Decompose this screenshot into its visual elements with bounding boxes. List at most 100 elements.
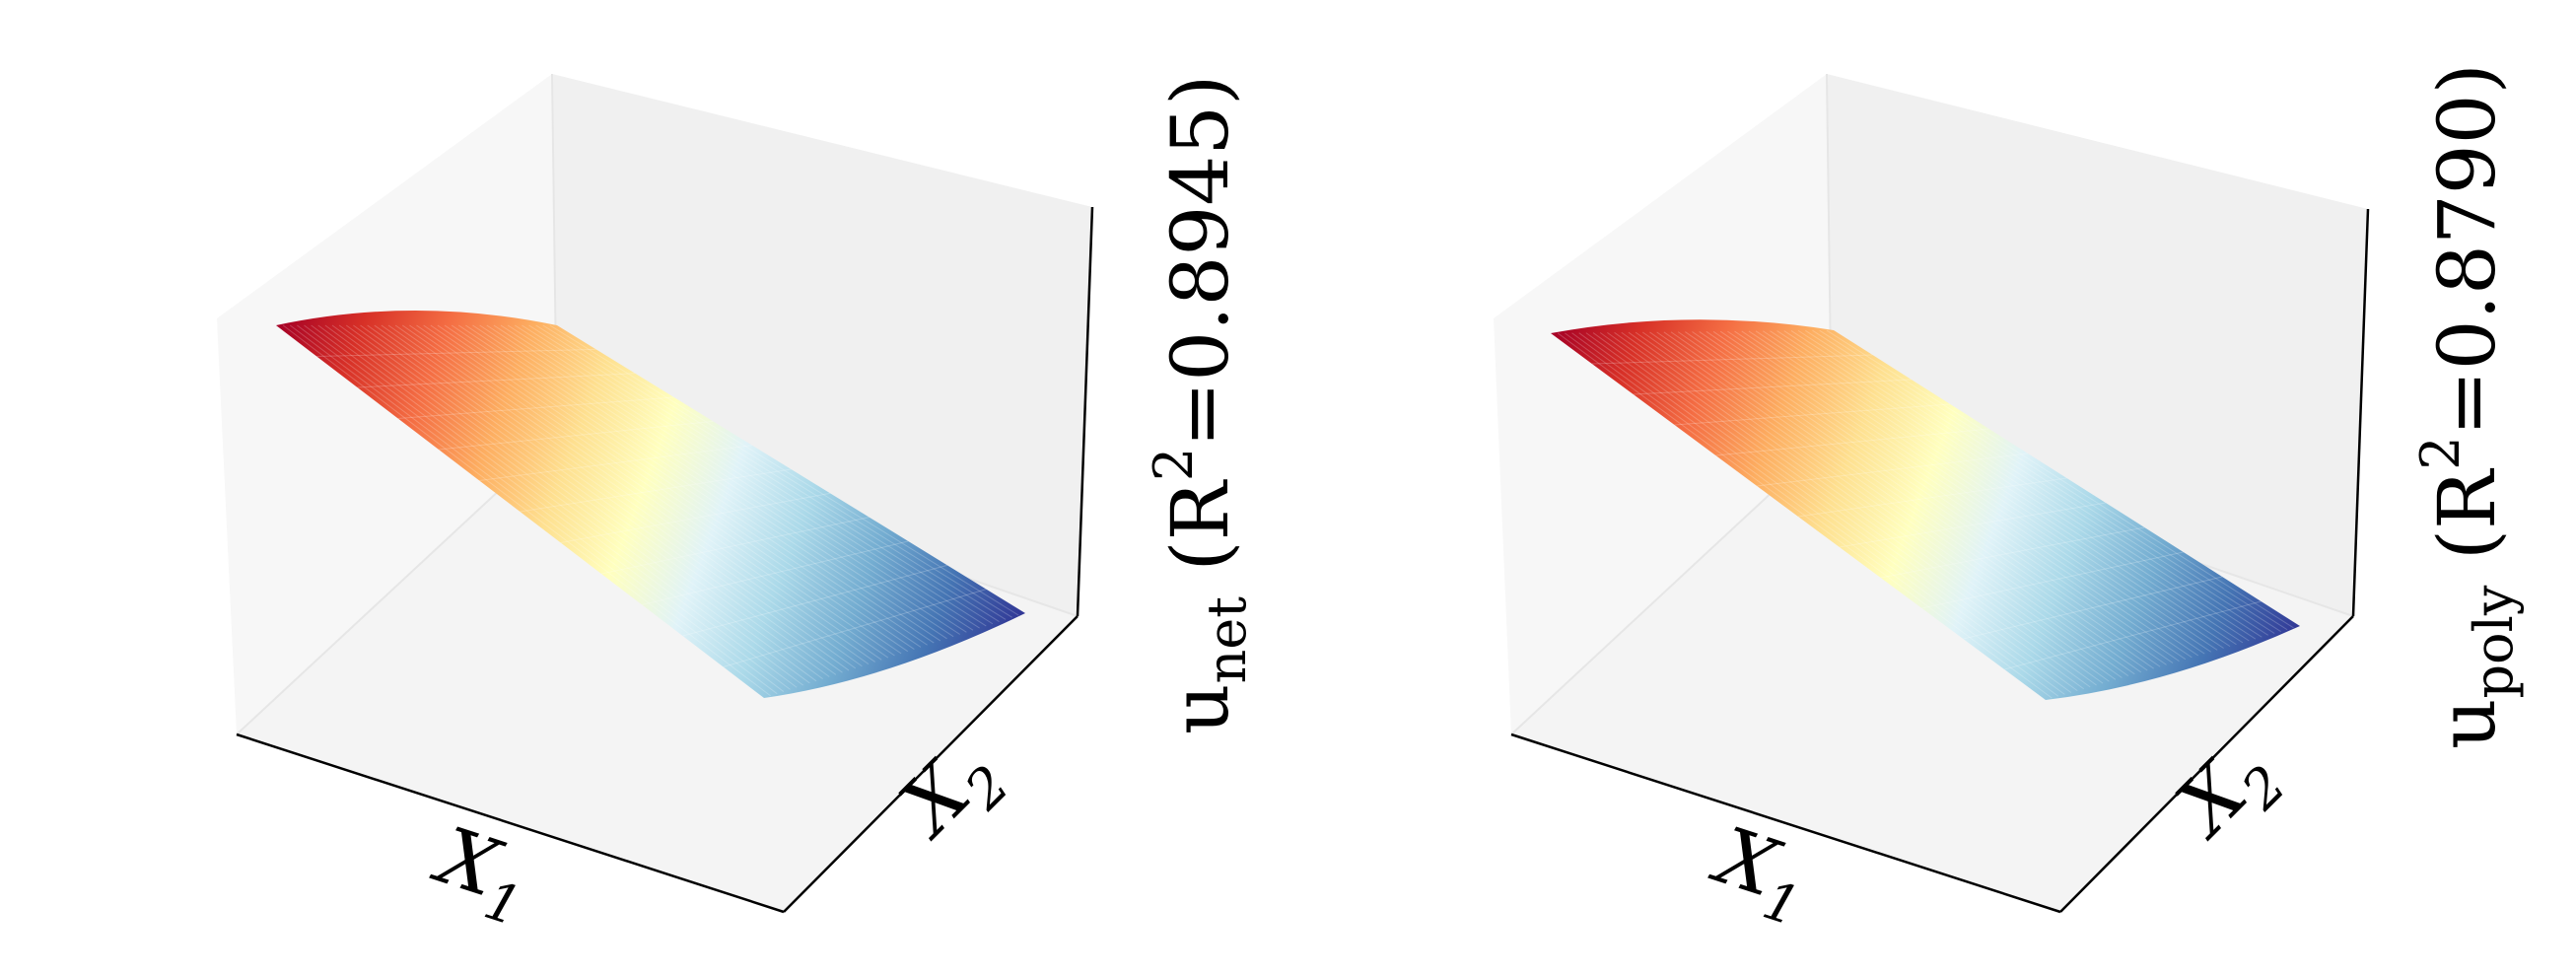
mesh-line [437,324,915,650]
mesh-line [444,324,922,648]
mesh-line [1656,331,2142,673]
mesh-line [1633,379,1912,395]
mesh-line [1770,330,2244,644]
mesh-line [560,492,831,543]
mesh-line [1762,330,2237,646]
mesh-line [1741,330,2218,651]
mesh-line [353,324,837,675]
mesh-line [1921,551,2184,609]
mesh-line [465,324,941,642]
x1-axis-line [1510,732,2061,914]
subplot-poly: X1 X2 upoly (R2=0.8790) [1494,63,2525,939]
z-axis-label: upoly (R2=0.8790) [2409,63,2525,749]
mesh-line [1621,331,2110,682]
mesh-line [304,324,791,690]
mesh-line [1599,332,2091,688]
mesh-line [1706,330,2187,661]
mesh-line [423,324,902,655]
mesh-line [1692,331,2174,663]
mesh-line [493,324,967,633]
x1-axis-line [236,732,785,914]
mesh-line [357,373,636,388]
mesh-line [479,324,954,638]
mesh-line [1565,332,2059,697]
mesh-line [1677,331,2161,667]
mesh-line [338,324,823,680]
mesh-line [549,324,1019,616]
mesh-line [1748,330,2224,649]
mesh-line [416,324,895,657]
surface-poly [1551,319,2300,700]
mesh-line [1797,329,2269,636]
mesh-line [507,324,980,629]
mesh-line [1790,330,2263,638]
mesh-line [1674,403,1951,426]
mesh-line [311,324,798,688]
surface-mesh [1557,329,2294,699]
mesh-line [542,324,1013,618]
mesh-line [297,324,785,692]
mesh-line [1712,330,2193,659]
mesh-line [381,324,863,667]
mesh-line [409,324,889,659]
mesh-line [1757,453,2029,487]
mesh-line [535,324,1007,620]
mesh-line [317,324,804,686]
mesh-line [600,517,870,575]
mesh-line [2004,600,2262,670]
x2-axis-line [2059,615,2354,913]
mesh-line [1963,576,2223,640]
mesh-line [1776,330,2250,642]
mesh-line [479,445,752,481]
mesh-line [1557,332,2053,699]
mesh-line [401,324,882,661]
mesh-line [1699,331,2180,662]
mesh-line [282,324,771,697]
mesh-line [1719,330,2199,657]
mesh-line [324,324,810,684]
mesh-line [438,420,714,451]
mesh-line [316,348,596,357]
mesh-line [1591,354,1873,365]
mesh-line [1614,331,2104,684]
mesh-line [472,324,947,640]
mesh-line [1592,332,2084,690]
mesh-line [387,324,870,665]
mesh-line [486,324,961,635]
mesh-line [1805,329,2275,634]
mesh-line [1685,331,2167,665]
mesh-line [514,324,987,627]
mesh-line [1607,331,2097,686]
mesh-line [374,324,857,669]
mesh-line [642,540,909,605]
mesh-line [500,324,974,631]
mesh-line [397,396,674,419]
mesh-line [1797,477,2067,518]
mesh-line [1715,428,1989,456]
mesh-line [360,324,843,673]
mesh-line [430,324,909,653]
mesh-line [289,324,778,695]
mesh-line [1839,502,2106,548]
mesh-line [345,324,830,677]
mesh-line [1783,330,2257,640]
mesh-line [1628,331,2117,680]
mesh-line [520,468,792,513]
surface-fill [276,311,1025,698]
mesh-line [367,324,850,671]
mesh-line [457,324,935,644]
mesh-line [1755,330,2231,648]
mesh-line [682,564,947,637]
mesh-line [1578,332,2072,693]
z-axis-line [1076,206,1094,617]
mesh-line [1812,329,2281,633]
mesh-line [723,589,987,667]
x2-axis-line [783,615,1079,913]
mesh-line [1571,332,2065,695]
mesh-line [1585,332,2078,692]
mesh-line [528,324,1000,623]
mesh-line [1826,329,2294,629]
mesh-line [331,324,817,682]
mesh-line [1727,330,2205,655]
